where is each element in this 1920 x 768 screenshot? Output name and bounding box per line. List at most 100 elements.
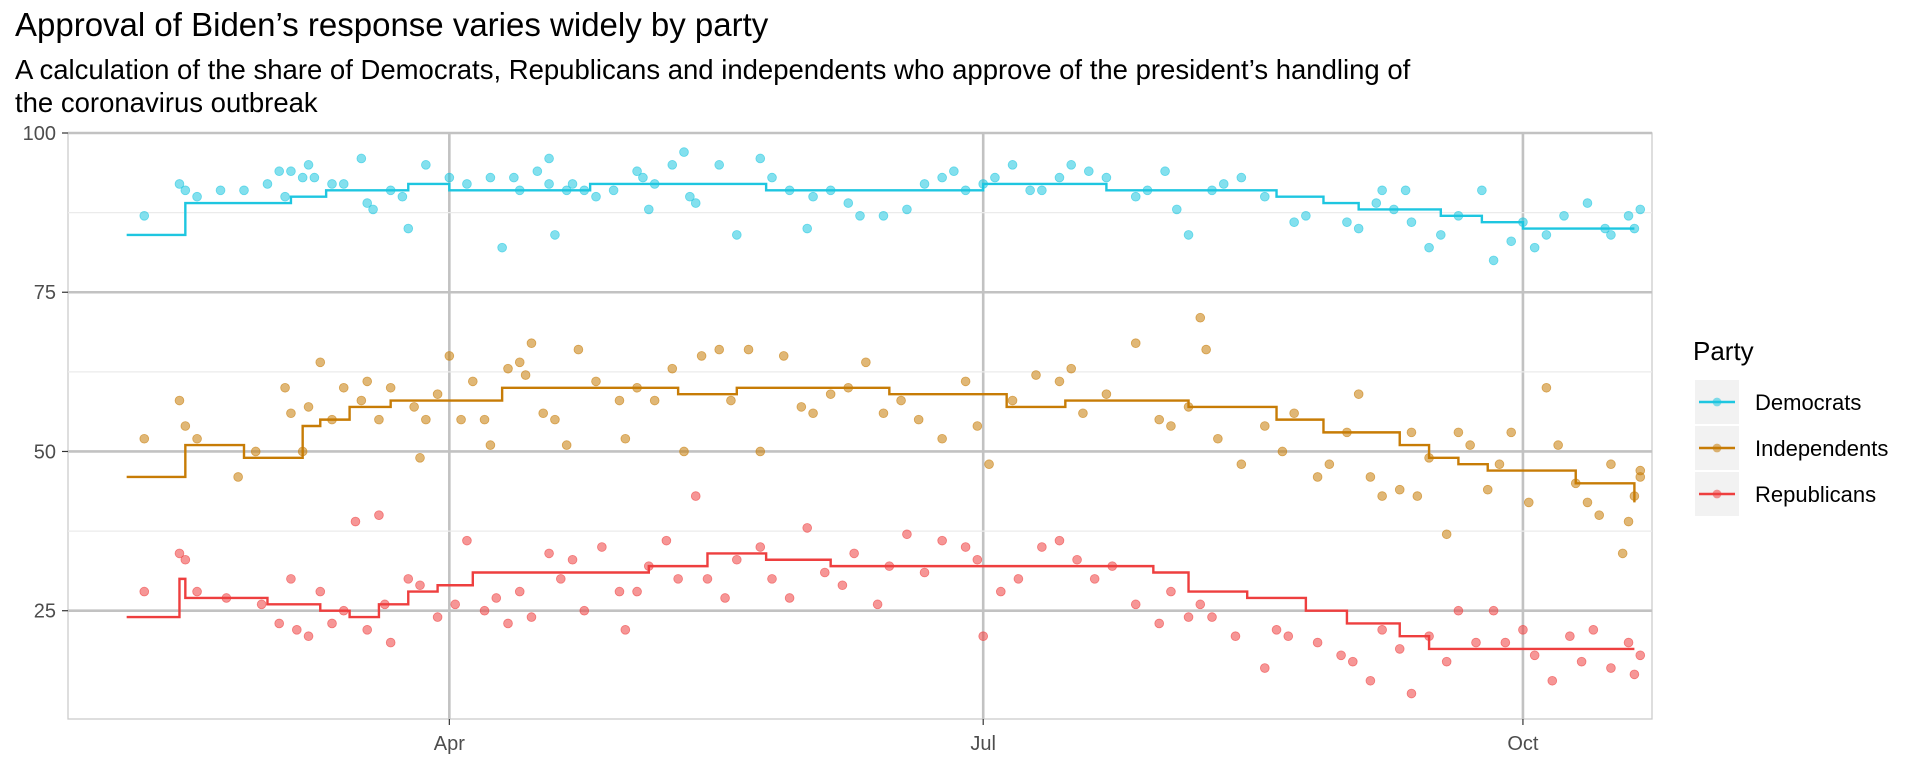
data-point-republicans — [995, 586, 1006, 597]
data-point-independents — [1582, 497, 1593, 508]
data-point-republicans — [1365, 675, 1376, 686]
data-point-independents — [280, 382, 290, 393]
data-point-republicans — [315, 586, 326, 597]
data-point-independents — [1236, 459, 1247, 470]
data-point-democrats — [1084, 166, 1094, 177]
y-tick-label: 50 — [34, 441, 56, 463]
data-point-republicans — [902, 529, 912, 540]
data-point-independents — [250, 446, 261, 457]
data-point-democrats — [1424, 242, 1434, 253]
data-point-independents — [1260, 421, 1270, 431]
x-tick-label: Jul — [970, 733, 996, 755]
data-point-independents — [315, 357, 326, 368]
data-point-republicans — [379, 599, 390, 610]
data-point-democrats — [239, 185, 249, 196]
legend-key-point — [1712, 489, 1722, 499]
data-point-independents — [843, 382, 854, 393]
data-point-democrats — [1629, 223, 1640, 234]
data-point-democrats — [685, 191, 695, 202]
data-point-democrats — [1400, 185, 1411, 196]
data-point-republicans — [385, 637, 396, 648]
data-point-republicans — [1207, 612, 1217, 622]
data-point-independents — [913, 414, 924, 425]
data-point-independents — [286, 408, 296, 419]
data-point-independents — [174, 395, 185, 406]
data-point-democrats — [978, 179, 988, 189]
data-point-democrats — [1623, 211, 1634, 221]
data-point-democrats — [767, 172, 777, 183]
data-point-democrats — [567, 179, 578, 189]
x-tick-label: Apr — [434, 733, 465, 755]
data-point-democrats — [303, 160, 314, 170]
data-point-democrats — [174, 179, 185, 189]
data-point-democrats — [297, 172, 308, 183]
data-point-democrats — [1207, 185, 1217, 196]
data-point-democrats — [1488, 255, 1499, 266]
data-point-democrats — [919, 179, 930, 189]
y-tick-label: 75 — [34, 282, 56, 304]
data-point-republicans — [1394, 644, 1405, 654]
data-point-democrats — [544, 179, 554, 189]
data-point-independents — [1541, 382, 1552, 393]
data-point-republicans — [374, 510, 384, 520]
data-point-democrats — [485, 172, 496, 183]
data-point-republicans — [972, 554, 983, 565]
data-point-republicans — [1336, 650, 1346, 661]
data-point-democrats — [192, 191, 202, 202]
data-point-independents — [726, 395, 736, 406]
data-point-republicans — [1089, 574, 1100, 584]
data-point-republicans — [526, 612, 537, 622]
data-point-democrats — [843, 198, 854, 208]
trend-line-independents — [126, 386, 1636, 503]
data-point-republicans — [1377, 625, 1387, 635]
data-point-independents — [614, 395, 625, 406]
data-point-republicans — [1195, 599, 1206, 610]
data-point-independents — [1183, 402, 1194, 412]
data-point-democrats — [1635, 204, 1646, 215]
data-point-republicans — [1260, 663, 1270, 673]
data-point-republicans — [1166, 586, 1176, 597]
data-point-independents — [984, 459, 994, 470]
data-point-democrats — [1477, 185, 1487, 196]
data-point-independents — [503, 363, 513, 374]
data-point-republicans — [1471, 637, 1481, 648]
data-point-independents — [409, 402, 419, 412]
data-point-democrats — [579, 185, 590, 196]
data-point-independents — [1465, 440, 1475, 450]
x-tick-label: Oct — [1507, 733, 1539, 755]
data-point-republicans — [221, 593, 232, 603]
data-point-republicans — [819, 567, 830, 578]
data-point-democrats — [514, 185, 525, 196]
data-point-republicans — [1606, 663, 1616, 673]
data-point-democrats — [262, 179, 273, 189]
data-point-republicans — [1547, 675, 1558, 686]
data-point-independents — [1289, 408, 1299, 419]
data-point-democrats — [1389, 204, 1399, 215]
data-point-republicans — [291, 625, 302, 635]
data-point-independents — [1031, 370, 1041, 380]
data-point-republicans — [978, 631, 988, 641]
data-point-republicans — [1037, 542, 1047, 552]
data-point-democrats — [690, 198, 701, 208]
data-point-independents — [573, 344, 584, 355]
data-point-democrats — [1142, 185, 1153, 196]
data-point-republicans — [1453, 605, 1464, 616]
data-point-republicans — [174, 548, 185, 559]
data-point-republicans — [567, 554, 578, 565]
data-point-democrats — [784, 185, 795, 196]
data-point-democrats — [444, 172, 455, 183]
data-point-independents — [632, 382, 642, 393]
data-point-independents — [139, 433, 150, 444]
data-point-independents — [550, 414, 560, 425]
legend-label-independents: Independents — [1755, 436, 1888, 461]
data-point-independents — [1365, 472, 1376, 482]
data-point-republicans — [720, 593, 730, 603]
data-point-republicans — [555, 574, 566, 584]
data-point-independents — [303, 402, 314, 412]
data-point-independents — [679, 446, 689, 457]
data-point-democrats — [1183, 230, 1194, 240]
data-point-democrats — [532, 166, 543, 177]
data-point-independents — [1570, 478, 1581, 489]
data-point-democrats — [1260, 191, 1270, 202]
data-point-republicans — [1348, 656, 1358, 667]
